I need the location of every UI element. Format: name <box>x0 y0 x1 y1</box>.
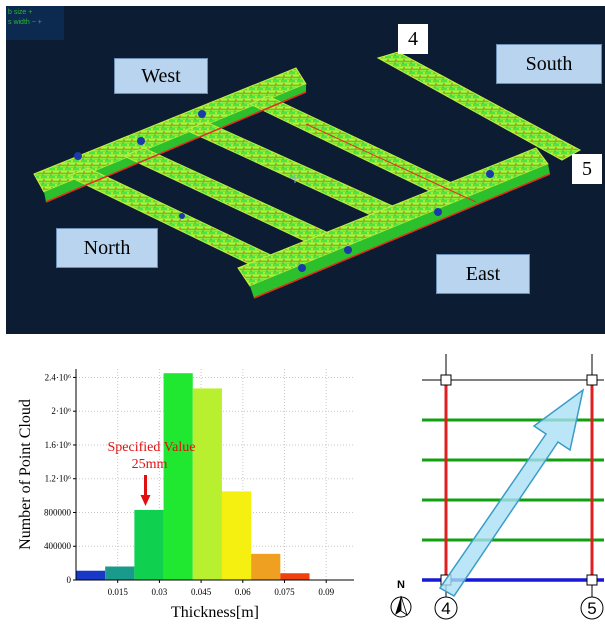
y-tick-label: 2·10⁶ <box>51 406 71 416</box>
histogram-bar <box>163 373 193 580</box>
corner-marker <box>586 374 598 386</box>
label-west: West <box>114 58 208 94</box>
histogram-bar <box>76 570 106 580</box>
x-axis-label: Thickness[m] <box>171 604 259 621</box>
y-tick-label: 0 <box>67 575 72 585</box>
x-tick-label: 0.015 <box>108 587 129 597</box>
y-tick-label: 2.4·10⁶ <box>45 372 71 382</box>
gridline-5-label: 5 <box>572 154 602 184</box>
x-tick-label: 0.045 <box>191 587 212 597</box>
histogram-bar <box>251 553 281 580</box>
y-tick-label: 1.2·10⁶ <box>45 474 71 484</box>
x-tick-label: 0.03 <box>152 587 168 597</box>
histogram-bar <box>192 388 222 580</box>
north-arrow-fill <box>395 596 401 615</box>
y-axis-label: Number of Point Cloud <box>17 399 34 550</box>
corner-marker <box>586 574 598 586</box>
corner-marker-overlay <box>586 374 598 386</box>
scan-direction-arrow <box>438 388 585 597</box>
specified-value-amount: 25mm <box>132 457 168 472</box>
hud-line-width[interactable]: s width − + <box>8 19 42 26</box>
point-cloud-viewport[interactable]: b size + s width − + West South North Ea… <box>6 6 605 334</box>
north-label: N <box>397 579 405 591</box>
histogram-bar <box>105 566 135 580</box>
label-south: South <box>496 44 602 84</box>
viewer-hud-panel[interactable]: b size + s width − + <box>6 6 64 40</box>
thickness-histogram: 0 400000 800000 1.2·10⁶ 1.6·10⁶ 2·10⁶ 2.4·10⁶ 0… <box>17 369 354 621</box>
plan-diagram: N 4 5 <box>390 354 604 620</box>
corner-marker <box>440 374 452 386</box>
grid-5-bubble <box>580 596 604 620</box>
label-east: East <box>436 254 530 294</box>
plan-grid-5-label: 5 <box>587 599 596 618</box>
x-tick-label: 0.09 <box>318 587 334 597</box>
histogram-bars <box>76 373 310 580</box>
point-cloud-render <box>33 51 582 299</box>
y-tick-label: 800000 <box>44 507 72 517</box>
histogram-bar <box>280 573 310 580</box>
specified-value-label: Specified Value <box>108 440 196 455</box>
x-tick-label: 0.075 <box>274 587 295 597</box>
hud-point-size[interactable]: b size + <box>8 9 33 16</box>
label-north: North <box>56 228 158 268</box>
y-tick-label: 1.6·10⁶ <box>45 440 71 450</box>
plan-grid-4-label: 4 <box>441 599 450 618</box>
gridline-4-label: 4 <box>398 24 428 54</box>
histogram-axes: 0 400000 800000 1.2·10⁶ 1.6·10⁶ 2·10⁶ 2.4·10⁶ 0… <box>44 369 354 597</box>
specified-value-arrow <box>140 475 151 506</box>
histogram-bar <box>221 491 252 580</box>
arrow-head <box>140 495 151 506</box>
y-tick-label: 400000 <box>44 541 72 551</box>
grid-4-bubble <box>434 596 458 620</box>
x-tick-label: 0.06 <box>235 587 251 597</box>
north-arrow-outline <box>400 595 408 616</box>
histogram-bar <box>134 509 164 580</box>
